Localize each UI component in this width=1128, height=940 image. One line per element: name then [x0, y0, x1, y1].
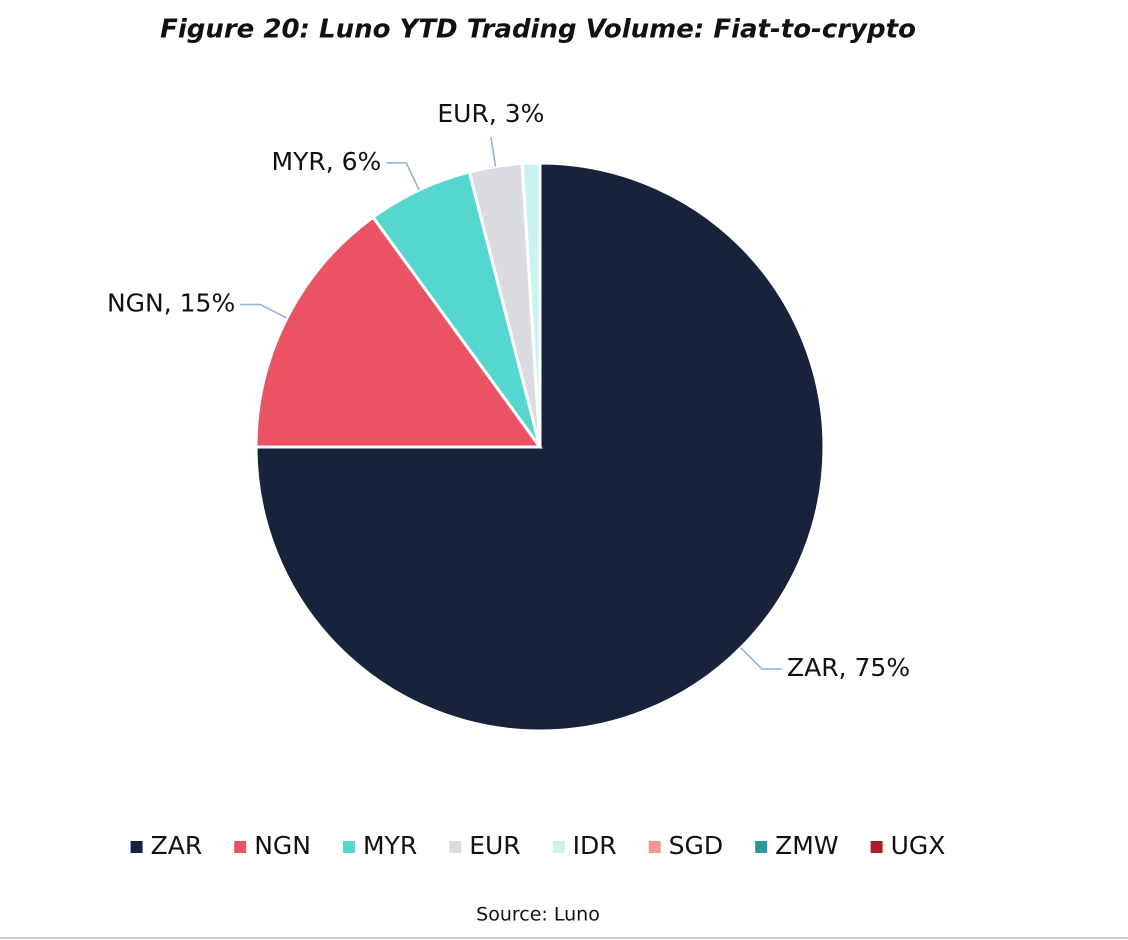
legend-label: NGN [254, 831, 311, 860]
leader-line [386, 162, 420, 191]
leader-line [490, 136, 497, 167]
chart-title: Figure 20: Luno YTD Trading Volume: Fiat… [160, 15, 916, 45]
data-label: EUR, 3% [437, 99, 544, 128]
legend-label: ZMW [775, 831, 838, 860]
legend-marker [342, 841, 355, 853]
legend-label: SGD [669, 831, 724, 860]
source: Source: Luno [476, 904, 600, 926]
legend-label: ZAR [151, 831, 203, 860]
legend-marker [870, 841, 883, 853]
legend-marker [130, 841, 143, 853]
data-label: MYR, 6% [272, 147, 382, 176]
legend-label: MYR [363, 831, 417, 860]
data-label: NGN, 15% [107, 288, 235, 317]
legend-marker [648, 841, 661, 853]
legend-label: EUR [469, 831, 520, 860]
legend-label: IDR [573, 831, 617, 860]
legend-marker [755, 841, 768, 853]
leader-line [740, 647, 783, 670]
legend-marker [449, 841, 462, 853]
legend-marker [234, 841, 247, 853]
data-label: ZAR, 75% [787, 653, 910, 682]
leader-line [240, 303, 288, 319]
legend-marker [552, 841, 565, 853]
legend-label: UGX [891, 831, 946, 860]
